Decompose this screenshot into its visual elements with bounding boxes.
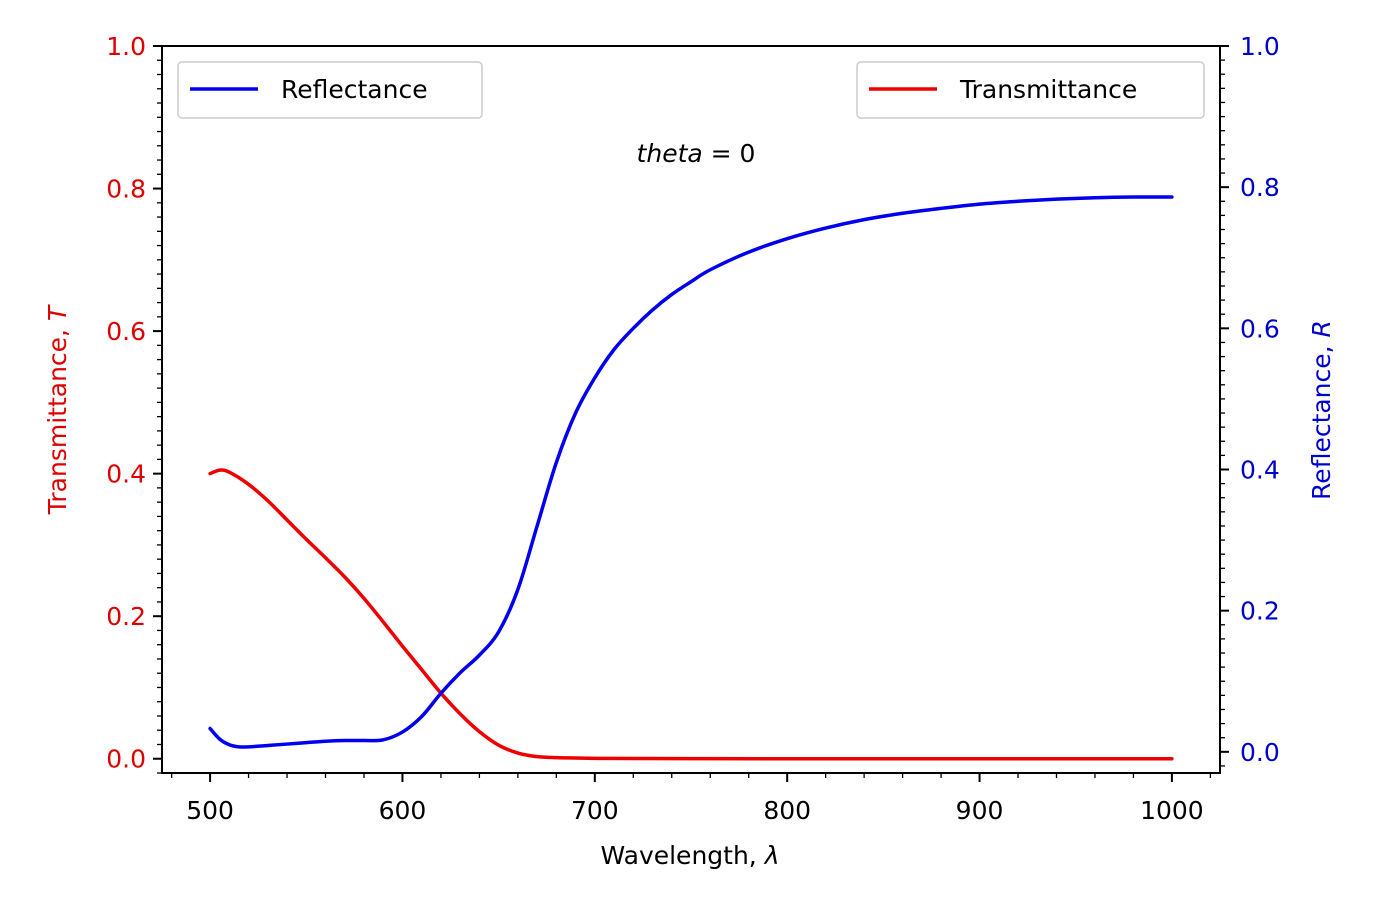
y-axis-right-label: Reflectance, R bbox=[1307, 320, 1336, 500]
legend-label-transmittance: Transmittance bbox=[959, 75, 1137, 104]
x-tick-label: 600 bbox=[379, 796, 427, 825]
y-right-tick-label: 0.8 bbox=[1240, 173, 1280, 202]
ticks-layer: 500 600 700 800 900 1000 0.0 0.2 0.4 0.6 0.8 1.0 0.0… bbox=[106, 32, 1280, 825]
y-left-tick-label: 0.8 bbox=[106, 175, 146, 204]
legend-box bbox=[856, 61, 1205, 119]
y-right-tick-label: 1.0 bbox=[1240, 32, 1280, 61]
y-axis-left-label-symbol: T bbox=[43, 304, 72, 321]
lines-layer bbox=[208, 195, 1174, 761]
legend-transmittance: Transmittance bbox=[856, 61, 1205, 119]
series-line-transmittance bbox=[208, 468, 1174, 761]
plot-frame bbox=[161, 45, 1221, 774]
y-axis-right-label-text: Reflectance, bbox=[1307, 337, 1336, 500]
annotation-value: = 0 bbox=[703, 139, 756, 168]
y-right-tick-label: 0.0 bbox=[1240, 738, 1280, 767]
y-left-tick-label: 0.2 bbox=[106, 602, 146, 631]
y-axis-right-label-symbol: R bbox=[1307, 320, 1336, 337]
annotation-variable: theta bbox=[637, 139, 703, 168]
y-left-tick-label: 0.4 bbox=[106, 460, 146, 489]
y-left-tick-label: 1.0 bbox=[106, 32, 146, 61]
x-tick-label: 1000 bbox=[1140, 796, 1204, 825]
y-right-tick-label: 0.6 bbox=[1240, 314, 1280, 343]
y-right-tick-label: 0.2 bbox=[1240, 597, 1280, 626]
y-axis-left-label: Transmittance, T bbox=[43, 304, 72, 515]
x-tick-label: 800 bbox=[763, 796, 811, 825]
legend-label-reflectance: Reflectance bbox=[281, 75, 428, 104]
legend-reflectance: Reflectance bbox=[177, 61, 483, 119]
x-axis-label: Wavelength, λ bbox=[601, 841, 780, 870]
series-line-reflectance bbox=[208, 195, 1174, 749]
y-left-tick-label: 0.6 bbox=[106, 317, 146, 346]
x-axis-label-text: Wavelength, bbox=[601, 841, 765, 870]
annotation-text: theta = 0 bbox=[637, 139, 756, 168]
legend-box bbox=[177, 61, 483, 119]
x-tick-label: 500 bbox=[186, 796, 234, 825]
y-right-tick-label: 0.4 bbox=[1240, 455, 1280, 484]
x-axis-label-symbol: λ bbox=[763, 841, 780, 870]
y-left-tick-label: 0.0 bbox=[106, 745, 146, 774]
x-tick-label: 900 bbox=[956, 796, 1004, 825]
y-axis-left-label-text: Transmittance, bbox=[43, 321, 72, 515]
x-tick-label: 700 bbox=[571, 796, 619, 825]
